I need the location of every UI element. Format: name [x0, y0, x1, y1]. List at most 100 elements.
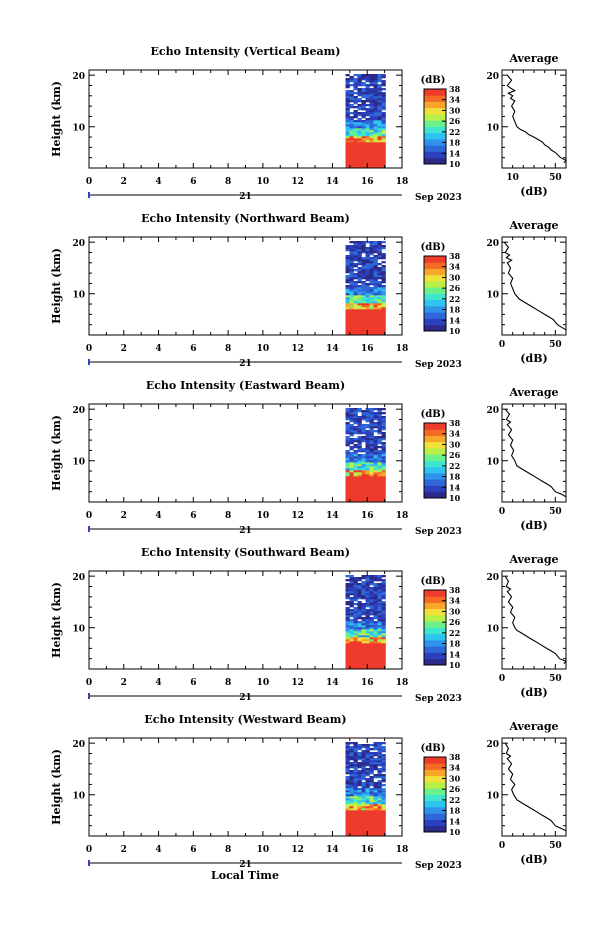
heatmap-cell	[353, 327, 358, 330]
heatmap-cell	[357, 770, 362, 773]
heatmap-cell	[373, 323, 378, 326]
heatmap-cell	[373, 100, 378, 103]
heatmap-cell	[381, 766, 386, 769]
heatmap-cell	[349, 470, 354, 473]
heatmap-cell	[365, 609, 370, 612]
heatmap-data	[345, 742, 386, 837]
heatmap-cell	[369, 293, 374, 296]
heatmap-cell	[353, 772, 358, 775]
heatmap-cell	[377, 808, 382, 811]
heatmap-cell	[361, 611, 366, 614]
heatmap-cell	[357, 790, 362, 793]
heatmap-cell	[357, 327, 362, 330]
heatmap-cell	[381, 146, 386, 149]
heatmap-cell	[373, 651, 378, 654]
heatmap-cell	[373, 637, 378, 640]
heatmap-cell	[361, 772, 366, 775]
heatmap-cell	[369, 500, 374, 503]
heatmap-cell	[377, 653, 382, 656]
heatmap-cell	[349, 241, 354, 244]
heatmap-cell	[377, 106, 382, 109]
heatmap-cell	[361, 273, 366, 276]
heatmap-cell	[373, 263, 378, 266]
heatmap-cell	[373, 633, 378, 636]
heatmap-cell	[357, 245, 362, 248]
heatmap-cell	[381, 245, 386, 248]
colorbar-frame	[423, 756, 447, 833]
heatmap-cell	[357, 460, 362, 463]
heatmap-cell	[345, 154, 350, 157]
heatmap-cell	[381, 615, 386, 618]
heatmap-cell	[373, 325, 378, 328]
heatmap-cell	[345, 108, 350, 111]
heatmap-cell	[345, 800, 350, 803]
heatmap-cell	[369, 617, 374, 620]
day-label: 21	[239, 359, 252, 369]
heatmap-cell	[373, 591, 378, 594]
heatmap-cell	[357, 466, 362, 469]
heatmap-cell	[357, 647, 362, 650]
heatmap-cell	[365, 293, 370, 296]
heatmap-cell	[353, 623, 358, 626]
heatmap-cell	[349, 309, 354, 312]
heatmap-cell	[357, 291, 362, 294]
heatmap-cell	[357, 446, 362, 449]
heatmap-cell	[369, 420, 374, 423]
heatmap-cell	[357, 794, 362, 797]
heatmap-cell	[365, 323, 370, 326]
heatmap-cell	[369, 261, 374, 264]
heatmap-cell	[373, 768, 378, 771]
heatmap-cell	[349, 804, 354, 807]
heatmap-cell	[381, 265, 386, 268]
heatmap-cell	[381, 106, 386, 109]
heatmap-cell	[357, 160, 362, 163]
heatmap-cell	[377, 428, 382, 431]
heatmap-cell	[349, 124, 354, 127]
heatmap-cell	[361, 329, 366, 332]
heatmap-cell	[357, 438, 362, 441]
profile-x-label: (dB)	[520, 686, 547, 699]
heatmap-cell	[345, 166, 350, 169]
heatmap-cell	[345, 132, 350, 135]
heatmap-cell	[377, 466, 382, 469]
heatmap-cell	[353, 88, 358, 91]
heatmap-cell	[365, 257, 370, 260]
heatmap-cell	[365, 601, 370, 604]
heatmap-cell	[357, 319, 362, 322]
heatmap-cell	[369, 299, 374, 302]
heatmap-cell	[369, 323, 374, 326]
heatmap-cell	[345, 657, 350, 660]
heatmap-cell	[377, 603, 382, 606]
heatmap-cell	[349, 631, 354, 634]
heatmap-cell	[369, 603, 374, 606]
heatmap-cell	[369, 637, 374, 640]
heatmap-cell	[369, 138, 374, 141]
heatmap-cell	[353, 426, 358, 429]
heatmap-cell	[365, 450, 370, 453]
heatmap-cell	[349, 629, 354, 632]
heatmap-cell	[365, 806, 370, 809]
heatmap-cell	[365, 144, 370, 147]
heatmap-cell	[365, 460, 370, 463]
heatmap-cell	[377, 166, 382, 169]
panel-title: Echo Intensity (Vertical Beam)	[150, 45, 340, 58]
heatmap-cell	[353, 647, 358, 650]
heatmap-cell	[357, 323, 362, 326]
heatmap-cell	[381, 114, 386, 117]
heatmap-cell	[345, 804, 350, 807]
heatmap-cell	[361, 76, 366, 79]
heatmap-cell	[349, 156, 354, 159]
heatmap-cell	[361, 776, 366, 779]
heatmap-cell	[373, 804, 378, 807]
heatmap-cell	[361, 303, 366, 306]
colorbar-tick-label: 10	[449, 827, 461, 837]
panel-title: Echo Intensity (Eastward Beam)	[146, 379, 345, 392]
heatmap-cell	[345, 478, 350, 481]
heatmap-cell	[349, 625, 354, 628]
heatmap-cell	[381, 130, 386, 133]
heatmap-cell	[365, 655, 370, 658]
heatmap-cell	[361, 639, 366, 642]
heatmap-cell	[345, 816, 350, 819]
heatmap-cell	[361, 621, 366, 624]
heatmap-cell	[377, 822, 382, 825]
